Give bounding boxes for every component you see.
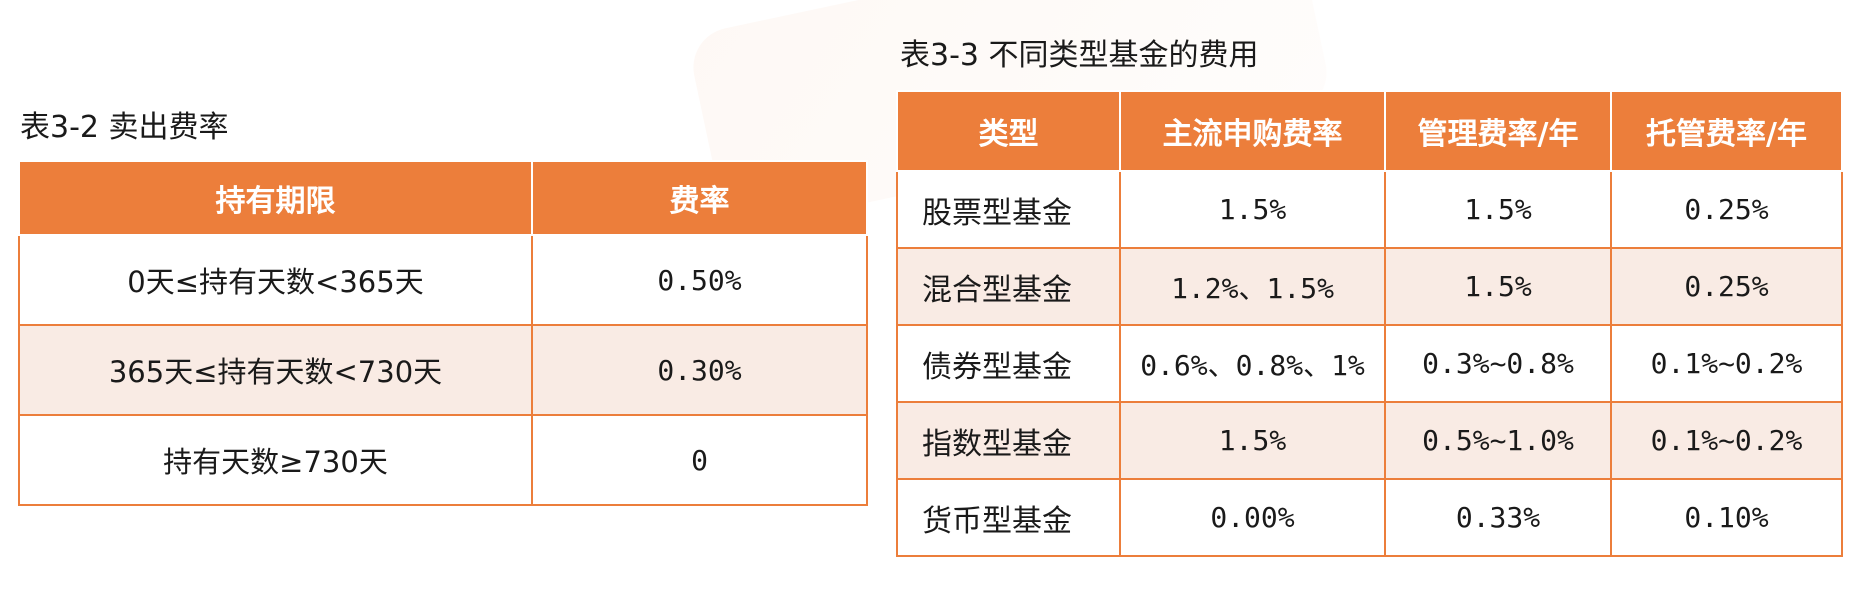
table-row: 混合型基金 1.2%、1.5% 1.5% 0.25% — [896, 247, 1843, 326]
management-rate-cell: 0.5%~1.0% — [1384, 401, 1612, 480]
management-rate-cell: 1.5% — [1384, 247, 1612, 326]
sell-fee-table: 持有期限 费率 0天≤持有天数<365天 0.50% 365天≤持有天数<730… — [18, 160, 868, 506]
subscription-rate-cell: 1.2%、1.5% — [1119, 247, 1386, 326]
custody-rate-cell: 0.25% — [1610, 170, 1843, 249]
management-rate-cell: 0.33% — [1384, 478, 1612, 557]
fee-rate-cell: 0 — [531, 414, 868, 506]
subscription-rate-cell: 0.00% — [1119, 478, 1386, 557]
header-management-rate: 管理费率/年 — [1384, 90, 1612, 172]
fund-type-fee-table: 类型 主流申购费率 管理费率/年 托管费率/年 股票型基金 1.5% 1.5% … — [896, 90, 1843, 557]
table-row: 365天≤持有天数<730天 0.30% — [18, 324, 868, 416]
fund-type-cell: 股票型基金 — [896, 170, 1121, 249]
fee-rate-cell: 0.50% — [531, 234, 868, 326]
header-holding-period: 持有期限 — [18, 160, 533, 236]
table-row: 持有天数≥730天 0 — [18, 414, 868, 506]
table-caption-sell-fee: 表3-2 卖出费率 — [20, 110, 229, 145]
table-header-row: 类型 主流申购费率 管理费率/年 托管费率/年 — [896, 90, 1843, 172]
header-fund-type: 类型 — [896, 90, 1121, 172]
subscription-rate-cell: 1.5% — [1119, 401, 1386, 480]
table-row: 0天≤持有天数<365天 0.50% — [18, 234, 868, 326]
fund-type-cell: 货币型基金 — [896, 478, 1121, 557]
custody-rate-cell: 0.25% — [1610, 247, 1843, 326]
table-header-row: 持有期限 费率 — [18, 160, 868, 236]
fund-type-cell: 债券型基金 — [896, 324, 1121, 403]
custody-rate-cell: 0.10% — [1610, 478, 1843, 557]
holding-period-cell: 持有天数≥730天 — [18, 414, 533, 506]
fund-type-cell: 混合型基金 — [896, 247, 1121, 326]
fund-type-cell: 指数型基金 — [896, 401, 1121, 480]
custody-rate-cell: 0.1%~0.2% — [1610, 324, 1843, 403]
holding-period-cell: 365天≤持有天数<730天 — [18, 324, 533, 416]
management-rate-cell: 1.5% — [1384, 170, 1612, 249]
header-fee-rate: 费率 — [531, 160, 868, 236]
table-row: 指数型基金 1.5% 0.5%~1.0% 0.1%~0.2% — [896, 401, 1843, 480]
subscription-rate-cell: 1.5% — [1119, 170, 1386, 249]
table-row: 股票型基金 1.5% 1.5% 0.25% — [896, 170, 1843, 249]
custody-rate-cell: 0.1%~0.2% — [1610, 401, 1843, 480]
table-row: 债券型基金 0.6%、0.8%、1% 0.3%~0.8% 0.1%~0.2% — [896, 324, 1843, 403]
fee-rate-cell: 0.30% — [531, 324, 868, 416]
subscription-rate-cell: 0.6%、0.8%、1% — [1119, 324, 1386, 403]
header-subscription-rate: 主流申购费率 — [1119, 90, 1386, 172]
management-rate-cell: 0.3%~0.8% — [1384, 324, 1612, 403]
header-custody-rate: 托管费率/年 — [1610, 90, 1843, 172]
holding-period-cell: 0天≤持有天数<365天 — [18, 234, 533, 326]
table-row: 货币型基金 0.00% 0.33% 0.10% — [896, 478, 1843, 557]
table-caption-fund-fees: 表3-3 不同类型基金的费用 — [900, 38, 1259, 73]
